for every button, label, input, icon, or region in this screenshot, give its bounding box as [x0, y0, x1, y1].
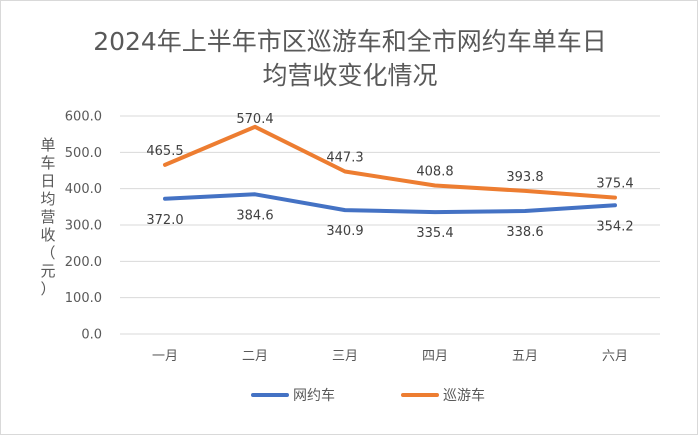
x-tick-label: 一月: [152, 349, 178, 364]
y-tick-label: 300.0: [65, 219, 102, 234]
x-tick-label: 五月: [512, 349, 538, 364]
data-label: 340.9: [326, 224, 363, 239]
data-label: 354.2: [596, 219, 633, 234]
y-axis-label-char: 元: [40, 262, 55, 280]
y-axis-label-char: 日: [40, 172, 55, 190]
y-tick-label: 200.0: [65, 255, 102, 270]
y-axis-ticks: 0.0 100.0 200.0 300.0 400.0 500.0 600.0: [65, 110, 102, 343]
x-tick-label: 三月: [332, 349, 358, 364]
y-axis-label-char: 单: [40, 136, 55, 154]
x-tick-label: 四月: [422, 349, 448, 364]
y-axis-label-char: ）: [40, 280, 55, 298]
data-label: 447.3: [326, 150, 363, 165]
x-axis-ticks: 一月 二月 三月 四月 五月 六月: [152, 349, 628, 364]
y-tick-label: 500.0: [65, 146, 102, 161]
x-tick-label: 二月: [242, 349, 268, 364]
data-labels: 372.0 384.6 340.9 335.4 338.6 354.2 465.5 570.4…: [146, 112, 633, 241]
y-axis-label-char: 收: [40, 226, 55, 244]
grid-lines: [120, 115, 660, 335]
series-lines: [163, 124, 617, 215]
data-label: 408.8: [416, 164, 453, 179]
data-label: 393.8: [506, 170, 543, 185]
data-label: 338.6: [506, 225, 543, 240]
chart-title-line1: 2024年上半年市区巡游车和全市网约车单车日: [93, 27, 607, 56]
legend: 网约车 巡游车: [251, 387, 485, 404]
data-label: 465.5: [146, 144, 183, 159]
y-axis-label-char: 均: [40, 190, 55, 208]
chart-title-line2: 均营收变化情况: [262, 61, 437, 90]
legend-label: 网约车: [293, 387, 335, 404]
legend-label: 巡游车: [443, 387, 485, 404]
y-axis-label-char: 营: [40, 208, 55, 226]
data-label: 570.4: [236, 112, 273, 127]
y-axis-label-char: 车: [40, 154, 55, 172]
x-tick-label: 六月: [602, 349, 628, 364]
data-label: 384.6: [236, 208, 273, 223]
y-axis-label-char: （: [40, 244, 55, 262]
y-tick-label: 400.0: [65, 182, 102, 197]
data-label: 372.0: [146, 213, 183, 228]
series-line-xunyouche: [163, 124, 617, 200]
data-label: 375.4: [596, 177, 633, 192]
series-line-wangyueche: [163, 192, 617, 215]
y-tick-label: 100.0: [65, 291, 102, 306]
data-label: 335.4: [416, 226, 453, 241]
y-tick-label: 600.0: [65, 110, 102, 125]
y-tick-label: 0.0: [81, 328, 102, 343]
